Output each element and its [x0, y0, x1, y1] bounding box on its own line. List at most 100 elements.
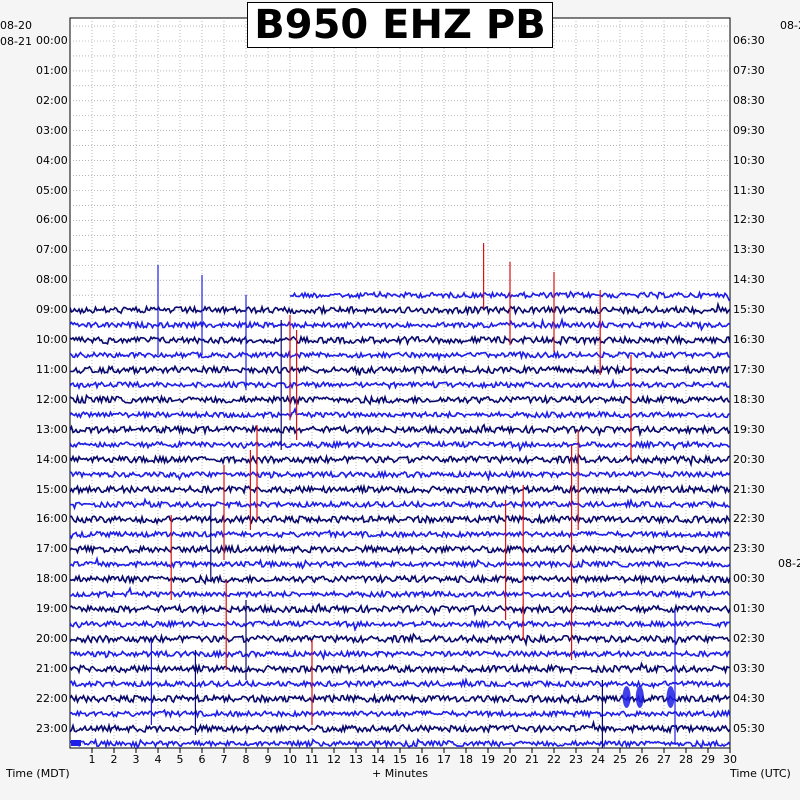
x-tick-label: 3	[132, 753, 140, 766]
trace-line	[69, 469, 731, 482]
left-time-label: 19:00	[36, 602, 68, 616]
plot-area	[69, 17, 731, 749]
x-tick-label: 18	[459, 753, 473, 766]
x-tick-label: 8	[242, 753, 250, 766]
left-time-label: 17:00	[36, 542, 68, 556]
left-time-label: 14:00	[36, 452, 68, 466]
right-time-label: 11:30	[733, 183, 765, 197]
right-time-label: 21:30	[733, 482, 765, 496]
x-tick-label: 7	[220, 753, 228, 766]
left-time-label: 07:00	[36, 243, 68, 257]
trace-line	[69, 586, 731, 600]
right-time-label: 07:30	[733, 63, 765, 77]
right-time-label: 23:30	[733, 542, 765, 556]
event-burst	[622, 686, 631, 708]
right-time-label: 06:30	[733, 34, 765, 47]
x-tick-label: 14	[371, 753, 385, 766]
left-time-label: 02:00	[36, 93, 68, 107]
left-time-label: 00:00	[36, 34, 68, 47]
right-time-label: 12:30	[733, 213, 765, 227]
x-tick-label: 30	[723, 753, 737, 766]
left-time-label: 23:00	[36, 721, 68, 735]
x-tick-label: 13	[349, 753, 363, 766]
left-time-label: 21:00	[36, 661, 68, 675]
trace-line	[69, 676, 731, 690]
right-time-label: 05:30	[733, 721, 765, 735]
left-date: 08-21	[0, 35, 32, 48]
left-time-label: 11:00	[36, 362, 68, 376]
trace-line	[69, 708, 731, 719]
x-tick-label: 15	[393, 753, 407, 766]
x-axis-ticks	[91, 748, 731, 753]
left-time-label: 16:00	[36, 512, 68, 526]
right-date-mid: 08-2	[778, 557, 800, 570]
trace-line	[69, 513, 731, 526]
left-time-label: 05:00	[36, 183, 68, 197]
x-tick-label: 21	[525, 753, 539, 766]
x-tick-label: 20	[503, 753, 517, 766]
x-tick-label: 29	[701, 753, 715, 766]
x-tick-label: 12	[327, 753, 341, 766]
right-time-label: 09:30	[733, 123, 765, 137]
trace-line	[69, 542, 731, 556]
trace-line	[69, 301, 731, 317]
trace-line	[69, 573, 731, 586]
left-time-label: 22:00	[36, 691, 68, 705]
left-time-label: 03:00	[36, 123, 68, 137]
trace-line	[69, 692, 731, 705]
right-time-label: 13:30	[733, 243, 765, 257]
chart-title: B950 EHZ PB	[247, 2, 553, 48]
right-time-label: 18:30	[733, 392, 765, 406]
right-time-label: 03:30	[733, 661, 765, 675]
right-time-label: 00:30	[733, 572, 765, 586]
event-burst	[635, 686, 644, 708]
trace-line	[69, 439, 731, 453]
trace-line	[69, 349, 731, 362]
x-tick-label: 16	[415, 753, 429, 766]
trace-line	[69, 529, 731, 540]
footer-center-label: + Minutes	[372, 767, 429, 780]
trace-line	[69, 333, 731, 347]
trace-line	[69, 602, 731, 617]
right-time-label: 14:30	[733, 273, 765, 287]
right-time-label: 10:30	[733, 153, 765, 167]
left-time-label: 08:00	[36, 273, 68, 287]
seismic-traces	[69, 290, 731, 750]
trace-line	[69, 555, 731, 570]
left-time-label: 09:00	[36, 303, 68, 317]
x-tick-label: 6	[198, 753, 206, 766]
trace-line	[69, 648, 731, 661]
right-time-label: 08:30	[733, 93, 765, 107]
trace-line	[69, 618, 731, 632]
right-time-label: 04:30	[733, 691, 765, 705]
x-tick-label: 1	[88, 753, 96, 766]
trace-line	[69, 316, 731, 332]
x-tick-label: 27	[657, 753, 671, 766]
trace-line	[69, 393, 730, 406]
x-tick-label: 5	[176, 753, 184, 766]
trace-line	[69, 483, 731, 496]
right-time-label: 20:30	[733, 452, 765, 466]
x-tick-label: 2	[110, 753, 118, 766]
left-time-label: 10:00	[36, 333, 68, 346]
event-burst	[666, 686, 675, 708]
left-date-prev: 08-20	[0, 19, 32, 32]
right-time-label: 17:30	[733, 362, 765, 376]
footer-left-label: Time (MDT)	[6, 767, 70, 780]
trace-line	[69, 719, 731, 735]
x-tick-label: 19	[481, 753, 495, 766]
x-tick-label: 23	[569, 753, 583, 766]
right-time-label: 01:30	[733, 602, 765, 616]
right-time-label: 16:30	[733, 333, 765, 346]
left-time-label: 18:00	[36, 572, 68, 586]
trace-segment-end	[71, 740, 81, 746]
event-spikes	[150, 243, 676, 748]
x-tick-label: 4	[154, 753, 162, 766]
trace-line	[69, 497, 731, 511]
right-time-label: 15:30	[733, 303, 765, 317]
right-time-label: 19:30	[733, 422, 765, 436]
footer-right-label: Time (UTC)	[730, 767, 791, 780]
trace-line	[69, 737, 731, 750]
left-time-label: 06:00	[36, 213, 68, 227]
